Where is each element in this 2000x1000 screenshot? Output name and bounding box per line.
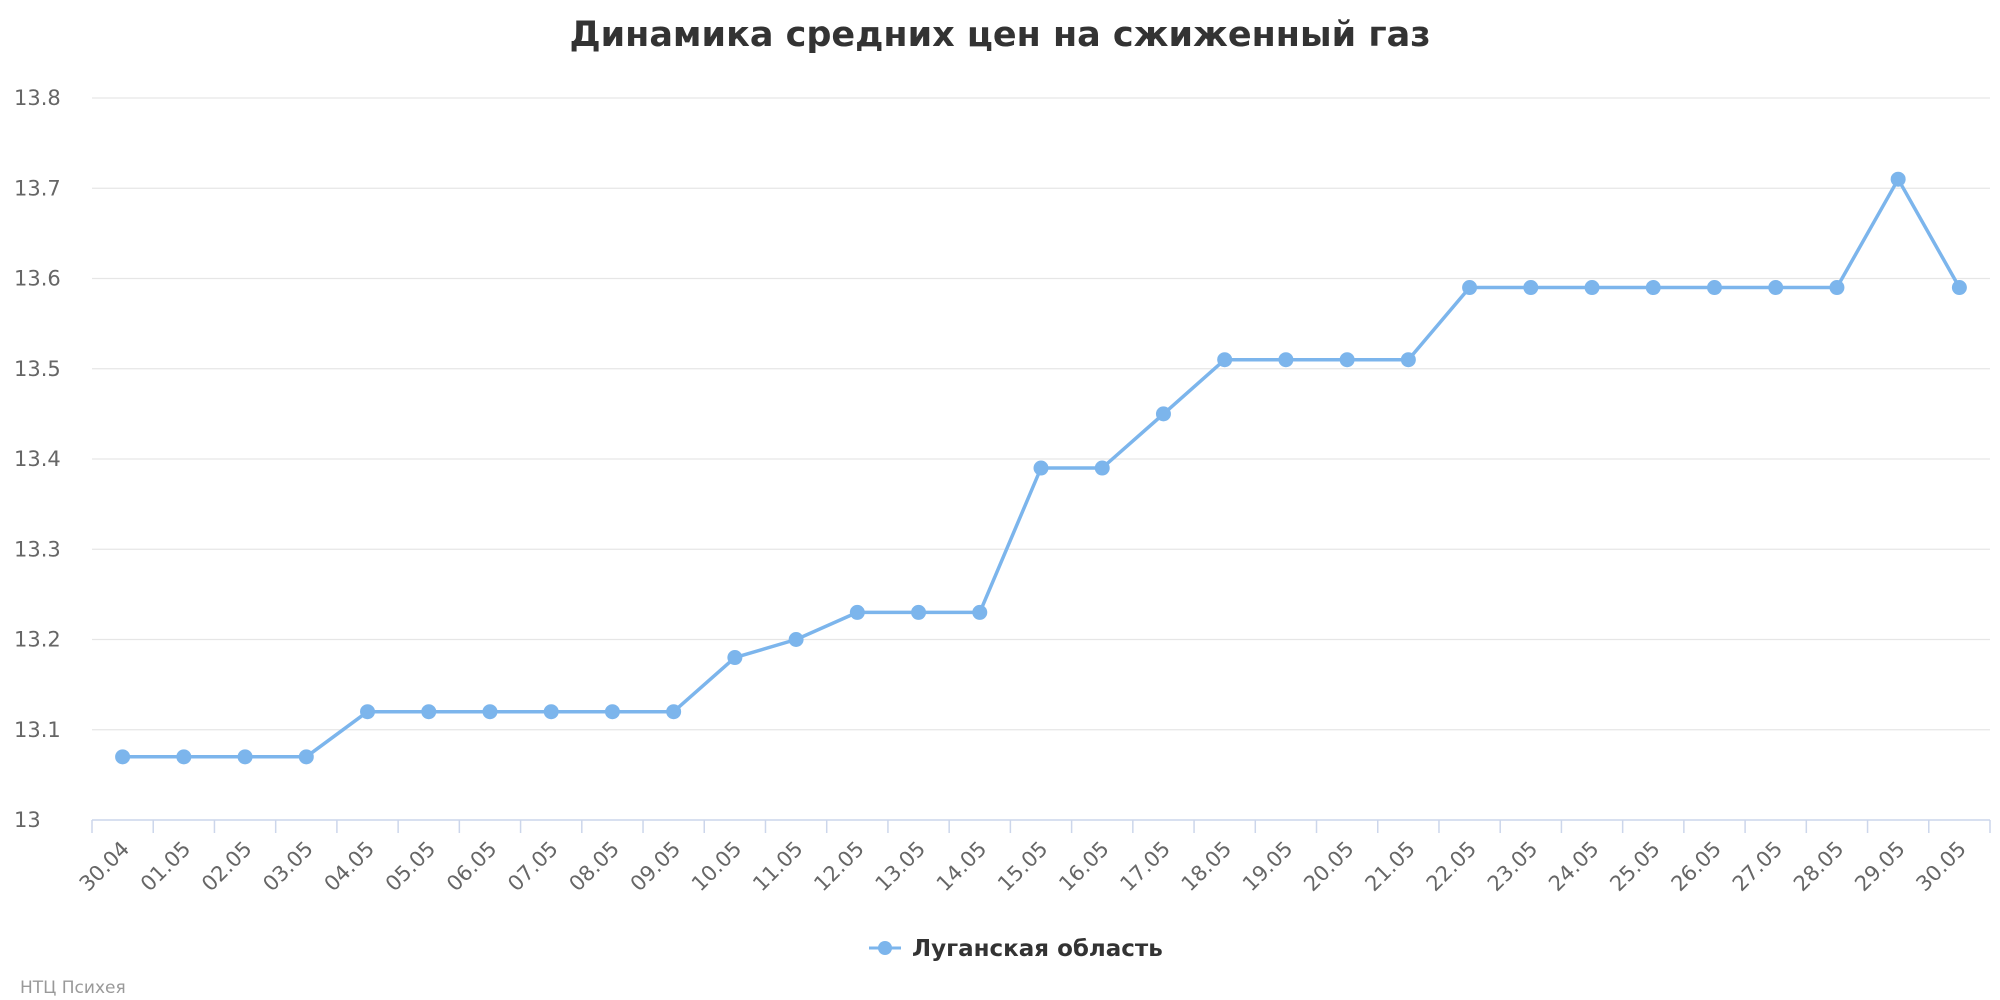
x-tick-label: 10.05 bbox=[687, 837, 746, 896]
x-tick-label: 24.05 bbox=[1544, 837, 1603, 896]
x-axis bbox=[91, 819, 1991, 833]
x-tick-label: 20.05 bbox=[1299, 837, 1358, 896]
x-tick-label: 07.05 bbox=[503, 837, 562, 896]
x-tick-label: 17.05 bbox=[1116, 837, 1175, 896]
x-tick-label: 04.05 bbox=[320, 837, 379, 896]
x-tick-label: 09.05 bbox=[626, 837, 685, 896]
grid-lines bbox=[92, 97, 1990, 731]
data-point[interactable] bbox=[1400, 352, 1416, 368]
data-point[interactable] bbox=[1768, 280, 1784, 296]
data-point[interactable] bbox=[1584, 280, 1600, 296]
data-point[interactable] bbox=[666, 704, 682, 720]
x-tick-label: 14.05 bbox=[932, 837, 991, 896]
data-point[interactable] bbox=[298, 749, 314, 765]
chart-title: Динамика средних цен на сжиженный газ bbox=[569, 15, 1430, 55]
x-tick-label: 05.05 bbox=[381, 837, 440, 896]
data-point[interactable] bbox=[1890, 171, 1906, 187]
x-tick-label: 21.05 bbox=[1360, 837, 1419, 896]
x-tick-label: 26.05 bbox=[1667, 837, 1726, 896]
x-tick-label: 28.05 bbox=[1789, 837, 1848, 896]
x-tick-label: 16.05 bbox=[1054, 837, 1113, 896]
y-tick-label: 13.6 bbox=[14, 267, 61, 291]
data-point[interactable] bbox=[1339, 352, 1355, 368]
x-tick-labels: 30.04 01.05 02.05 03.05 04.05 05.05 06.05 07.05… bbox=[75, 837, 1971, 896]
y-tick-label: 13.7 bbox=[14, 176, 61, 200]
data-point[interactable] bbox=[1278, 352, 1294, 368]
x-tick-label: 03.05 bbox=[258, 837, 317, 896]
data-point[interactable] bbox=[1951, 280, 1967, 296]
x-tick-label: 25.05 bbox=[1605, 837, 1664, 896]
x-tick-label: 18.05 bbox=[1177, 837, 1236, 896]
data-point[interactable] bbox=[482, 704, 498, 720]
legend[interactable]: Луганская область bbox=[869, 936, 1163, 962]
y-tick-label: 13 bbox=[14, 808, 41, 832]
legend-marker bbox=[878, 941, 892, 955]
data-point[interactable] bbox=[1706, 280, 1722, 296]
series-layer bbox=[115, 171, 1967, 765]
y-tick-label: 13.5 bbox=[14, 357, 61, 381]
data-point[interactable] bbox=[421, 704, 437, 720]
data-point[interactable] bbox=[788, 632, 804, 647]
data-point[interactable] bbox=[727, 650, 743, 666]
x-tick-label: 08.05 bbox=[564, 837, 623, 896]
x-tick-label: 12.05 bbox=[809, 837, 868, 896]
legend-label: Луганская область bbox=[912, 936, 1163, 962]
y-tick-label: 13.2 bbox=[14, 628, 61, 652]
x-tick-label: 29.05 bbox=[1850, 837, 1909, 896]
data-point[interactable] bbox=[1829, 280, 1845, 296]
x-tick-label: 19.05 bbox=[1238, 837, 1297, 896]
data-point[interactable] bbox=[604, 704, 620, 720]
data-point[interactable] bbox=[237, 749, 253, 765]
x-tick-label: 27.05 bbox=[1728, 837, 1787, 896]
data-point[interactable] bbox=[1094, 460, 1110, 476]
y-axis: 13 13.1 13.2 13.3 13.4 13.5 13.6 13.7 13.8 bbox=[14, 86, 61, 832]
x-tick-label: 13.05 bbox=[871, 837, 930, 896]
y-tick-label: 13.4 bbox=[14, 447, 61, 471]
data-point[interactable] bbox=[543, 704, 559, 720]
y-tick-label: 13.1 bbox=[14, 718, 61, 742]
data-point[interactable] bbox=[115, 749, 131, 765]
data-point[interactable] bbox=[1462, 280, 1478, 296]
x-tick-label: 22.05 bbox=[1422, 837, 1481, 896]
y-tick-label: 13.8 bbox=[14, 86, 61, 110]
credit-label: НТЦ Психея bbox=[20, 978, 126, 998]
data-point[interactable] bbox=[1033, 460, 1049, 476]
x-tick-label: 11.05 bbox=[748, 837, 807, 896]
x-tick-label: 01.05 bbox=[136, 837, 195, 896]
x-tick-label: 30.05 bbox=[1911, 837, 1970, 896]
data-point[interactable] bbox=[1523, 280, 1539, 296]
data-point[interactable] bbox=[176, 749, 192, 765]
data-point[interactable] bbox=[849, 604, 865, 620]
x-tick-label: 30.04 bbox=[75, 837, 134, 896]
data-point[interactable] bbox=[1645, 280, 1661, 296]
x-tick-label: 15.05 bbox=[993, 837, 1052, 896]
data-point[interactable] bbox=[360, 704, 376, 720]
y-tick-label: 13.3 bbox=[14, 537, 61, 561]
x-tick-label: 02.05 bbox=[197, 837, 256, 896]
data-point[interactable] bbox=[1217, 352, 1233, 368]
data-point[interactable] bbox=[972, 604, 988, 620]
x-tick-label: 06.05 bbox=[442, 837, 501, 896]
data-point[interactable] bbox=[1155, 406, 1171, 422]
x-tick-label: 23.05 bbox=[1483, 837, 1542, 896]
data-point[interactable] bbox=[911, 604, 927, 620]
